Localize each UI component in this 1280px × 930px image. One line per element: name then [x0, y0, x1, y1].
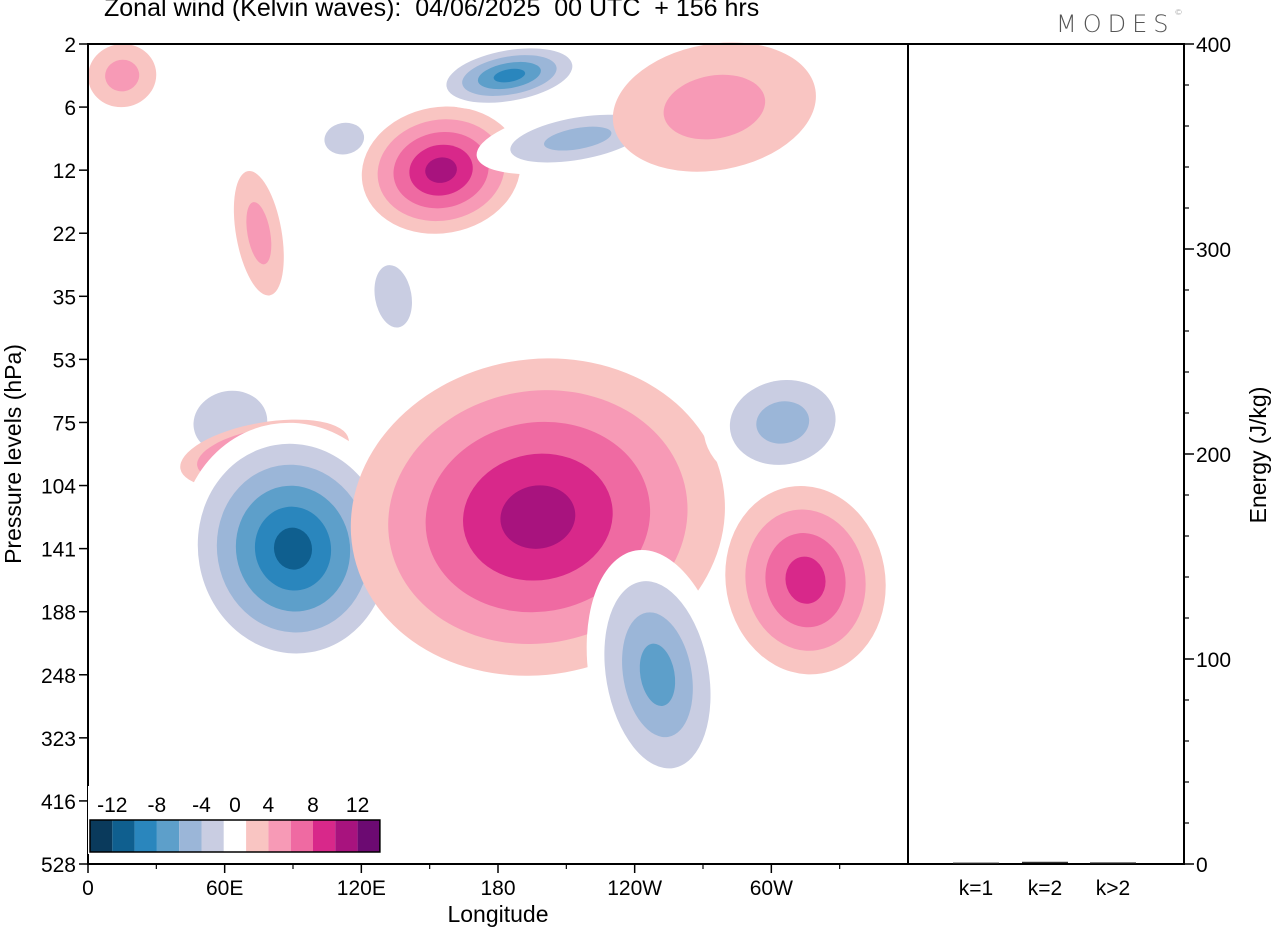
contour-positive-6-1: [246, 202, 272, 265]
x-tick-label: 0: [82, 877, 94, 900]
colorbar-label: -12: [97, 794, 127, 817]
colorbar-swatch: [179, 820, 202, 852]
colorbar-swatch: [246, 820, 269, 852]
colorbar-swatch: [112, 820, 135, 852]
colorbar-swatch: [335, 820, 358, 852]
x-axis-label: Longitude: [447, 901, 548, 927]
brand-logo: MODES©: [1056, 8, 1183, 38]
wind-field: [88, 41, 886, 800]
y-tick-label: 188: [41, 602, 76, 625]
colorbar-swatch: [134, 820, 157, 852]
x-tick-label: 120W: [607, 877, 662, 900]
energy-tick-label: 100: [1196, 649, 1231, 672]
chart-title: Zonal wind (Kelvin waves): 04/06/2025 00…: [104, 0, 760, 22]
contour-positive-2-4: [425, 157, 457, 183]
y-tick-label: 323: [41, 728, 76, 751]
colorbar-label: -8: [148, 794, 167, 817]
colorbar-swatch: [201, 820, 224, 852]
y-tick-label: 416: [41, 791, 76, 814]
contour-negative-7-1: [374, 265, 412, 328]
contour-negative-4-2: [544, 126, 612, 151]
y-tick-label: 104: [41, 476, 76, 499]
energy-tick-label: 300: [1196, 239, 1231, 262]
y-tick-label: 53: [53, 349, 76, 372]
colorbar-label: -4: [192, 794, 211, 817]
contour-negative-10-5: [273, 527, 313, 570]
contour-negative-3-4: [493, 68, 526, 83]
colorbar-label: 4: [263, 794, 275, 817]
y-tick-label: 141: [41, 539, 76, 562]
colorbar-label: 8: [307, 794, 319, 817]
energy-tick-label: 200: [1196, 444, 1231, 467]
x-tick-label: 60W: [750, 877, 793, 900]
y-tick-label: 12: [53, 160, 76, 183]
colorbar: -12 -8 -4 0 4 8 12: [88, 786, 382, 854]
energy-tick-label: 0: [1196, 854, 1208, 877]
energy-category-label: k>2: [1096, 877, 1130, 900]
colorbar-swatch: [313, 820, 336, 852]
contour-positive-5-1: [663, 74, 766, 140]
energy-bar: [1022, 861, 1068, 863]
contour-negative-12-3: [639, 643, 676, 706]
colorbar-swatch: [156, 820, 180, 852]
energy-panel: 0 100 200 300 400 k=1 k=2 k>2 Energy (J/kg): [907, 34, 1271, 900]
contour-negative-14-2: [756, 401, 810, 444]
y-tick-label: 2: [64, 34, 76, 57]
contour-positive-13-3: [785, 556, 826, 604]
colorbar-swatch: [357, 820, 380, 852]
colorbar-swatch: [90, 820, 113, 852]
colorbar-swatch: [290, 820, 313, 852]
energy-tick-label: 400: [1196, 34, 1231, 57]
colorbar-swatch: [268, 820, 291, 852]
energy-axis-label: Energy (J/kg): [1245, 387, 1271, 524]
energy-bar: [953, 862, 999, 864]
colorbar-label: 12: [346, 794, 369, 817]
y-tick-label: 248: [41, 665, 76, 688]
colorbar-swatch: [223, 820, 247, 852]
brand-name: MODES: [1056, 10, 1175, 38]
energy-category-label: k=1: [959, 877, 993, 900]
y-tick-label: 75: [53, 412, 76, 435]
colorbar-frame: [89, 819, 381, 853]
y-tick-label: 22: [53, 223, 76, 246]
colorbar-label: 0: [229, 794, 241, 817]
y-axis-label: Pressure levels (hPa): [0, 344, 26, 564]
contour-negative-1-1: [324, 122, 365, 155]
energy-frame: [907, 43, 1185, 865]
x-tick-label: 120E: [337, 877, 386, 900]
energy-category-label: k=2: [1028, 877, 1062, 900]
brand-mark: ©: [1174, 8, 1183, 17]
y-tick-label: 6: [64, 97, 76, 120]
energy-bar: [1090, 862, 1136, 864]
y-tick-label: 35: [53, 286, 76, 309]
x-tick-label: 180: [480, 877, 515, 900]
contour-positive-0-1: [105, 59, 140, 92]
x-tick-label: 60E: [206, 877, 243, 900]
contour-positive-11-4: [500, 485, 576, 549]
y-tick-label: 528: [41, 854, 76, 877]
